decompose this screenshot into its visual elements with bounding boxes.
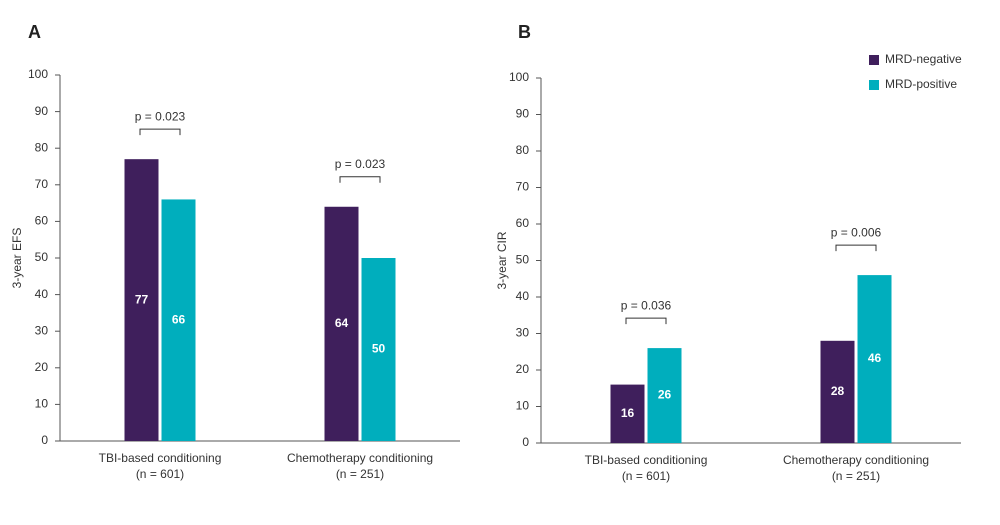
significance-bracket [835,244,877,252]
bar [324,206,359,441]
x-tick-note: (n = 251) [336,467,384,481]
y-tick-label: 80 [35,140,49,154]
value-label: 28 [831,384,845,398]
y-tick-label: 20 [35,360,49,374]
x-tick-note: (n = 601) [622,469,670,483]
x-tick-note: (n = 601) [136,467,184,481]
p-value: p = 0.036 [621,298,672,312]
y-tick-label: 60 [35,214,49,228]
y-tick-label: 80 [516,143,530,157]
x-tick-label: Chemotherapy conditioning [287,451,433,465]
x-tick-label: TBI-based conditioning [585,453,708,467]
y-tick-label: 100 [509,70,529,84]
y-tick-label: 0 [522,435,529,449]
y-tick-label: 10 [35,397,49,411]
y-axis-title: 3-year EFS [10,228,24,289]
y-tick-label: 30 [35,323,49,337]
value-label: 26 [658,388,672,402]
x-tick-label: Chemotherapy conditioning [783,453,929,467]
bar [361,258,396,441]
p-value: p = 0.023 [335,157,386,171]
y-tick-label: 30 [516,326,530,340]
y-tick-label: 50 [35,250,49,264]
y-tick-label: 90 [35,104,49,118]
legend-label: MRD-positive [885,77,957,91]
y-tick-label: 40 [516,289,530,303]
y-tick-label: 60 [516,216,530,230]
significance-bracket [139,128,181,136]
value-label: 66 [172,312,186,326]
bar [124,159,159,441]
x-tick-note: (n = 251) [832,469,880,483]
y-tick-label: 0 [41,433,48,447]
y-tick-label: 100 [28,67,48,81]
y-tick-label: 70 [35,177,49,191]
panel-label: B [518,22,531,42]
bar [820,340,855,443]
y-axis-title: 3-year CIR [495,231,509,289]
value-label: 46 [868,351,882,365]
p-value: p = 0.023 [135,109,186,123]
y-tick-label: 70 [516,180,530,194]
panel-label: A [28,22,41,42]
bar [161,199,196,441]
bar [647,348,682,443]
y-tick-label: 90 [516,107,530,121]
y-tick-label: 40 [35,287,49,301]
bar [857,275,892,443]
legend-swatch [869,55,879,65]
y-tick-label: 20 [516,362,530,376]
x-tick-label: TBI-based conditioning [99,451,222,465]
bar [610,384,645,443]
value-label: 64 [335,316,349,330]
significance-bracket [339,176,381,183]
significance-bracket [625,317,667,325]
legend-swatch [869,80,879,90]
value-label: 16 [621,406,635,420]
value-label: 77 [135,292,149,306]
y-tick-label: 50 [516,253,530,267]
p-value: p = 0.006 [831,225,882,239]
legend-label: MRD-negative [885,52,962,66]
value-label: 50 [372,342,386,356]
y-tick-label: 10 [516,399,530,413]
